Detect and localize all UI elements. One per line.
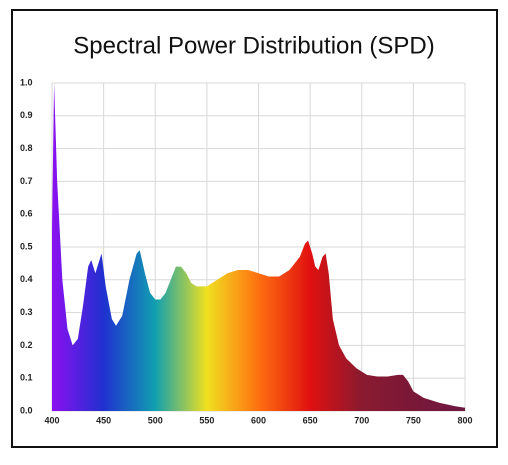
y-tick-label: 0.5: [20, 241, 33, 251]
x-tick-label: 700: [354, 415, 369, 425]
y-tick-label: 0.3: [20, 307, 33, 317]
x-tick-label: 550: [199, 415, 214, 425]
x-tick-label: 750: [406, 415, 421, 425]
spd-area: [52, 83, 465, 411]
x-tick-label: 450: [96, 415, 111, 425]
x-tick-label: 600: [251, 415, 266, 425]
x-tick-label: 400: [44, 415, 59, 425]
x-tick-label: 650: [303, 415, 318, 425]
x-tick-label: 500: [148, 415, 163, 425]
y-tick-label: 1.0: [20, 77, 33, 87]
y-tick-label: 0.2: [20, 340, 33, 350]
y-tick-label: 0.1: [20, 373, 33, 383]
y-tick-label: 0.8: [20, 143, 33, 153]
chart-title: Spectral Power Distribution (SPD): [73, 32, 434, 59]
y-tick-label: 0.7: [20, 176, 33, 186]
x-tick-label: 800: [457, 415, 472, 425]
y-tick-label: 0.4: [20, 274, 33, 284]
y-tick-label: 0.6: [20, 209, 33, 219]
y-tick-label: 0.9: [20, 110, 33, 120]
y-tick-label: 0.0: [20, 405, 33, 415]
